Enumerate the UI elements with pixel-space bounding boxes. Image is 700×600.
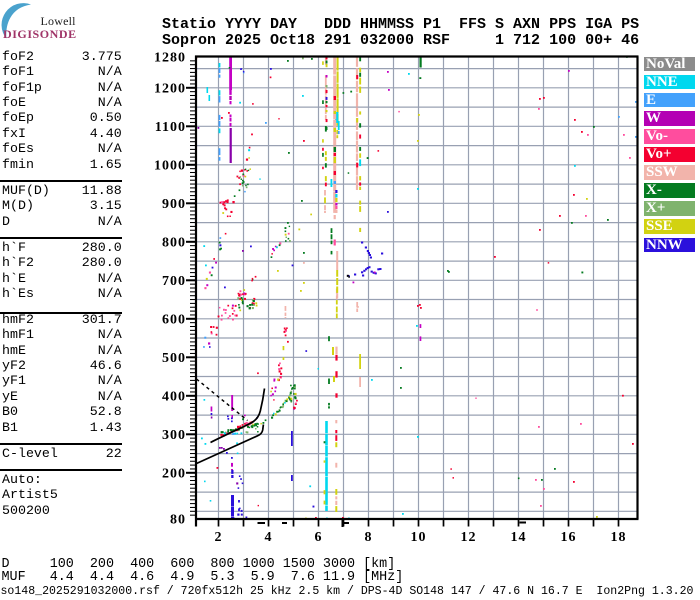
svg-text:300: 300 bbox=[162, 428, 186, 443]
svg-text:6: 6 bbox=[315, 530, 323, 545]
svg-text:1200: 1200 bbox=[154, 82, 186, 97]
svg-text:8: 8 bbox=[365, 530, 373, 545]
svg-text:1280: 1280 bbox=[154, 51, 186, 66]
svg-text:12: 12 bbox=[461, 530, 477, 545]
svg-text:16: 16 bbox=[561, 530, 577, 545]
svg-text:2: 2 bbox=[215, 530, 223, 545]
svg-text:600: 600 bbox=[162, 313, 186, 328]
svg-text:18: 18 bbox=[611, 530, 627, 545]
svg-text:1100: 1100 bbox=[155, 120, 186, 135]
svg-text:80: 80 bbox=[170, 513, 186, 528]
svg-text:4: 4 bbox=[265, 530, 273, 545]
svg-text:10: 10 bbox=[411, 530, 427, 545]
svg-text:14: 14 bbox=[511, 530, 527, 545]
svg-text:1000: 1000 bbox=[154, 159, 186, 174]
svg-text:500: 500 bbox=[162, 351, 186, 366]
svg-text:800: 800 bbox=[162, 236, 186, 251]
svg-text:700: 700 bbox=[162, 274, 186, 289]
svg-text:900: 900 bbox=[162, 197, 186, 212]
svg-text:400: 400 bbox=[162, 390, 186, 405]
svg-text:200: 200 bbox=[162, 467, 186, 482]
